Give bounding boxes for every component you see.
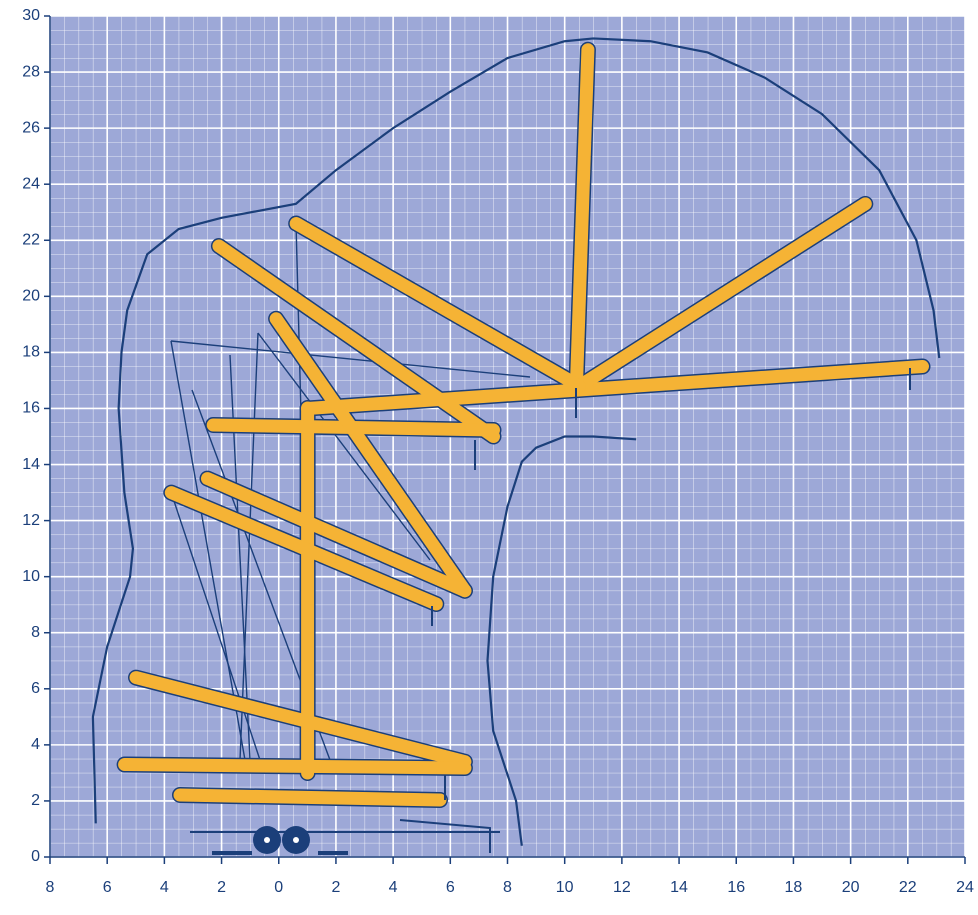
x-tick-label: 22 (899, 879, 917, 896)
y-tick-label: 30 (22, 7, 40, 24)
x-tick-label: 6 (103, 879, 112, 896)
y-tick-label: 10 (22, 568, 40, 585)
y-tick-label: 18 (22, 344, 40, 361)
x-tick-label: 4 (160, 879, 169, 896)
y-tick-label: 16 (22, 400, 40, 417)
y-tick-label: 22 (22, 231, 40, 248)
x-tick-label: 16 (727, 879, 745, 896)
y-tick-label: 14 (22, 456, 40, 473)
x-tick-label: 0 (274, 879, 283, 896)
x-tick-label: 2 (331, 879, 340, 896)
y-tick-label: 12 (22, 512, 40, 529)
x-tick-label: 12 (613, 879, 631, 896)
y-tick-label: 4 (31, 736, 40, 753)
x-tick-label: 10 (556, 879, 574, 896)
x-tick-label: 24 (956, 879, 974, 896)
curves (91, 37, 941, 846)
y-tick-label: 26 (22, 119, 40, 136)
crane-illustration (116, 41, 931, 855)
y-tick-label: 2 (31, 792, 40, 809)
y-tick-label: 28 (22, 63, 40, 80)
range-curve (91, 37, 941, 824)
x-tick-label: 18 (785, 879, 803, 896)
range-curve (486, 435, 637, 846)
y-tick-label: 0 (31, 848, 40, 865)
y-tick-label: 8 (31, 624, 40, 641)
x-tick-label: 20 (842, 879, 860, 896)
x-tick-label: 8 (503, 879, 512, 896)
y-tick-label: 20 (22, 288, 40, 305)
x-tick-label: 2 (217, 879, 226, 896)
y-tick-label: 6 (31, 680, 40, 697)
y-tick-label: 24 (22, 175, 40, 192)
x-tick-label: 14 (670, 879, 688, 896)
x-tick-label: 4 (389, 879, 398, 896)
x-tick-label: 8 (46, 879, 55, 896)
x-tick-label: 6 (446, 879, 455, 896)
